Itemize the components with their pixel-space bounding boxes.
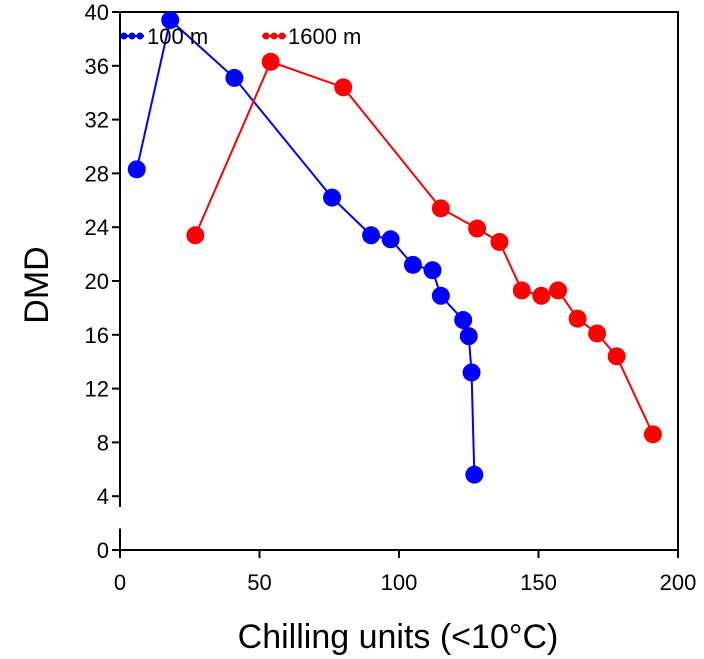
- legend-label: 1600 m: [288, 24, 361, 49]
- y-axis-title: DMD: [18, 246, 56, 323]
- data-point: [549, 281, 568, 300]
- data-point: [490, 232, 509, 251]
- data-point: [465, 465, 484, 484]
- x-axis-title: Chilling units (<10°C): [238, 618, 559, 656]
- legend-swatch-marker: [128, 32, 136, 40]
- data-point: [431, 199, 450, 218]
- data-point: [362, 226, 381, 245]
- series-line: [194, 60, 654, 435]
- data-point: [186, 226, 205, 245]
- data-point: [423, 261, 442, 280]
- data-point: [127, 160, 146, 179]
- data-point: [334, 78, 353, 97]
- data-point: [568, 309, 587, 328]
- series-layer: [127, 11, 662, 484]
- legend-label: 100 m: [147, 24, 208, 49]
- legend-item: 100 m: [120, 24, 208, 49]
- y-tick-label: 20: [85, 269, 109, 294]
- data-point: [462, 363, 481, 382]
- legend-swatch-marker: [120, 32, 128, 40]
- data-point: [225, 68, 244, 87]
- data-point: [588, 324, 607, 343]
- series-0: [127, 11, 484, 484]
- data-point: [607, 347, 626, 366]
- data-point: [454, 311, 473, 330]
- y-tick-label: 4: [97, 484, 109, 509]
- x-tick-label: 200: [660, 570, 697, 595]
- data-point: [431, 286, 450, 305]
- y-tick-label: 12: [85, 377, 109, 402]
- legend: 100 m 1600 m: [120, 24, 361, 49]
- y-tick-label: 24: [85, 215, 109, 240]
- series-1: [186, 52, 662, 444]
- data-point: [261, 52, 280, 71]
- x-tick-label: 0: [114, 570, 126, 595]
- x-tick-label: 150: [520, 570, 557, 595]
- y-tick-label: 28: [85, 161, 109, 186]
- y-tick-label: 40: [85, 0, 109, 25]
- data-point: [643, 425, 662, 444]
- data-point: [459, 327, 478, 346]
- x-tick-label: 50: [247, 570, 271, 595]
- legend-item: 1600 m: [262, 24, 361, 49]
- data-point: [161, 11, 180, 30]
- plot-border: [119, 11, 679, 551]
- data-point: [512, 281, 531, 300]
- y-tick-label: 16: [85, 323, 109, 348]
- legend-swatch-marker: [262, 32, 270, 40]
- legend-swatch-marker: [270, 32, 278, 40]
- data-point: [532, 286, 551, 305]
- data-point: [468, 219, 487, 238]
- y-tick-label: 8: [97, 430, 109, 455]
- x-axis: 0 50 100 150 200: [114, 550, 696, 595]
- series-line: [135, 18, 476, 475]
- y-tick-label: 0: [97, 538, 109, 563]
- plot-frame: [117, 11, 679, 551]
- y-tick-label: 36: [85, 54, 109, 79]
- legend-swatch-marker: [136, 32, 144, 40]
- x-tick-label: 100: [381, 570, 418, 595]
- data-point: [403, 255, 422, 274]
- y-axis: 0 4 8 12 16 20 24 28 32 36 40: [85, 0, 120, 563]
- data-point: [323, 188, 342, 207]
- y-axis-break: [117, 506, 123, 529]
- data-point: [381, 230, 400, 249]
- legend-swatch-marker: [278, 32, 286, 40]
- y-tick-label: 32: [85, 108, 109, 133]
